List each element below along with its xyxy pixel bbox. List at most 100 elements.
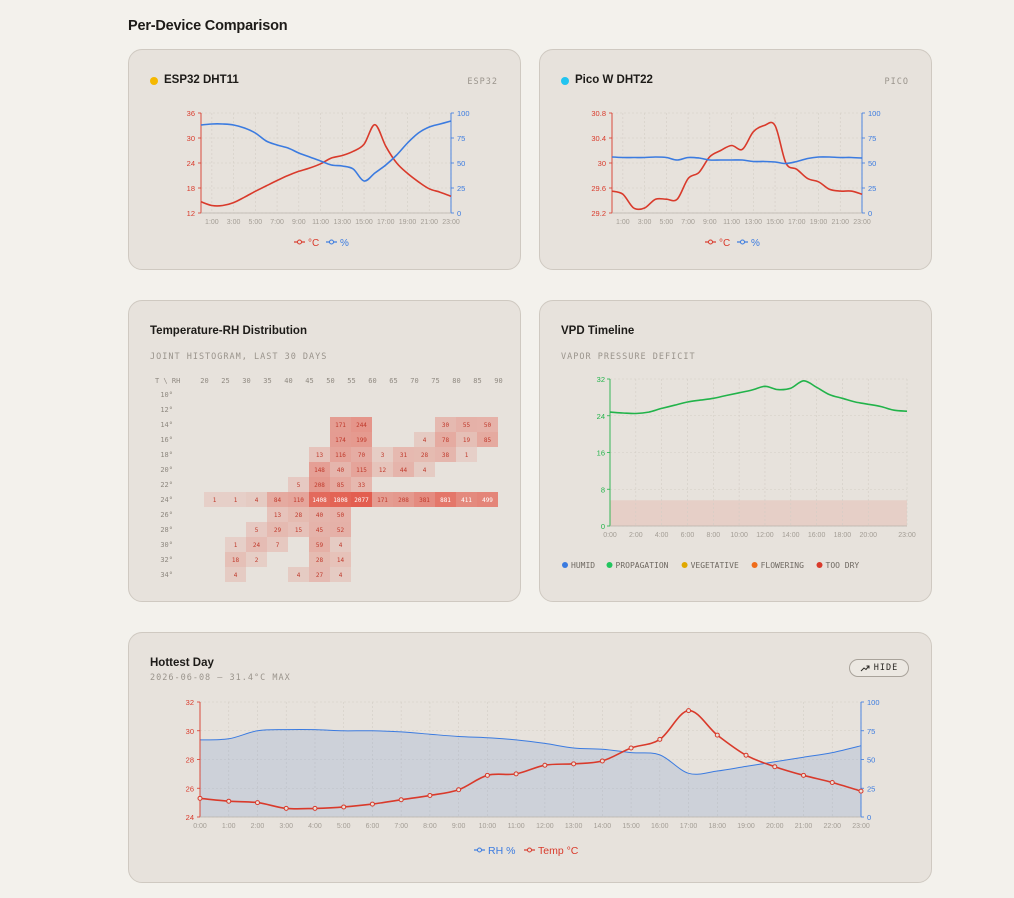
heatmap-cell-label: 28 [421,452,429,459]
heatmap-cell [456,447,477,462]
hottest-chart: 24 26 28 30 32 0 25 50 75 100 0:00 1:00 2:00 3:00 4:00… [186,698,880,857]
heatmap-cell-label: 148 [314,467,325,474]
heatmap-cell [309,552,330,567]
heatmap-row-label: 30° [160,541,173,549]
heatmap-cell-label: 174 [335,437,346,444]
temp-data-point [714,732,720,738]
temp-data-point [254,800,260,806]
x-tick-label: 10:00 [730,532,748,539]
x-tick-label: 9:00 [292,219,306,226]
heatmap-cell [225,492,246,507]
x-tick-label: 8:00 [706,532,720,539]
temp-data-point [858,788,864,794]
x-tick-label: 1:00 [205,219,219,226]
x-tick-label: 11:00 [508,823,525,830]
x-tick-label: 1:00 [616,219,630,226]
temp-data-point [226,798,232,804]
heatmap-row-label: 22° [160,481,173,489]
y-left-tick-label: 30 [187,134,195,143]
y-right-tick-label: 0 [457,209,461,218]
heatmap-row-label: 12° [160,406,173,414]
heatmap-cell-label: 29 [274,527,282,534]
x-tick-label: 17:00 [788,219,806,226]
heatmap-row-label: 24° [160,496,173,504]
x-tick-label: 0:00 [603,532,617,539]
y-right-tick-label: 75 [868,134,876,143]
legend-label: FLOWERING [761,561,805,570]
heatmap-cell-label: 110 [293,497,304,504]
y-right-tick-label: 50 [867,756,875,765]
y-right-tick-label: 100 [457,109,470,118]
x-tick-label: 6:00 [681,532,695,539]
y-right-tick-label: 50 [457,159,465,168]
heatmap-cell [435,417,456,432]
y-left-tick-label: 30 [598,159,606,168]
x-tick-label: 17:00 [680,823,698,830]
heatmap-column-label: 40 [284,377,292,385]
legend-swatch [562,562,568,568]
x-tick-label: 17:00 [377,219,395,226]
heatmap-cell-label: 31 [400,452,408,459]
heatmap-row-label: 14° [160,421,173,429]
heatmap-cell [330,507,351,522]
temp-data-point [398,797,404,803]
heatmap-cell-label: 19 [463,437,471,444]
y-tick-label: 8 [601,485,605,494]
temp-data-point [484,772,490,778]
legend-swatch [816,562,823,568]
x-tick-label: 5:00 [249,219,263,226]
heatmap-cell [330,552,351,567]
heatmap-cell [372,462,393,477]
pico-status-dot [561,77,569,85]
legend-label: PROPAGATION [616,561,669,570]
y-left-tick-label: 24 [187,159,195,168]
x-tick-label: 7:00 [270,219,284,226]
heatmap-cell [267,507,288,522]
heatmap-cell [288,507,309,522]
heatmap-cell [309,537,330,552]
heatmap-cell [456,432,477,447]
temp-data-point [628,745,634,751]
heatmap-cell [435,492,456,507]
x-tick-label: 3:00 [279,823,293,830]
heatmap-cell [330,567,351,582]
x-tick-label: 3:00 [227,219,241,226]
heatmap-row-label: 10° [160,391,173,399]
heatmap-cell [225,537,246,552]
heatmap-cell [393,447,414,462]
heatmap-cell-label: 24 [253,542,261,549]
x-tick-label: 8:00 [423,823,437,830]
heatmap-column-label: 60 [368,377,376,385]
legend-swatch [606,562,613,568]
heatmap-column-label: 35 [263,377,271,385]
heatmap-column-label: 50 [326,377,334,385]
vpd-series-line [609,379,908,415]
heatmap-cell [435,447,456,462]
heatmap-cell-label: 70 [358,452,366,459]
heatmap-cell-label: 1808 [333,497,348,504]
temp-data-point [657,736,663,742]
x-tick-label: 23:00 [853,219,871,226]
heatmap-cell-label: 4 [423,467,427,474]
heatmap-cell-label: 12 [379,467,387,474]
legend-label: % [340,238,349,249]
hottest-title: Hottest Day [150,657,214,669]
hide-button[interactable]: HIDE [849,659,909,677]
x-tick-label: 11:00 [723,219,740,226]
temp-data-point [369,801,375,807]
heatmap-column-label: 85 [473,377,481,385]
heatmap-cell-label: 40 [337,467,345,474]
y-left-tick-label: 32 [186,698,194,707]
temp-data-point [599,758,605,764]
legend-label: TOO DRY [826,561,860,570]
heatmap-cell-label: 881 [440,497,451,504]
heatmap-cell-label: 4 [255,497,259,504]
heatmap-cell [351,417,372,432]
heatmap-cell-label: 244 [356,422,367,429]
y-tick-label: 0 [601,522,605,531]
y-right-tick-label: 50 [868,159,876,168]
heatmap-cell-label: 411 [461,497,472,504]
heatmap-cell [330,522,351,537]
x-tick-label: 20:00 [766,823,784,830]
legend-label: Temp °C [538,845,579,857]
